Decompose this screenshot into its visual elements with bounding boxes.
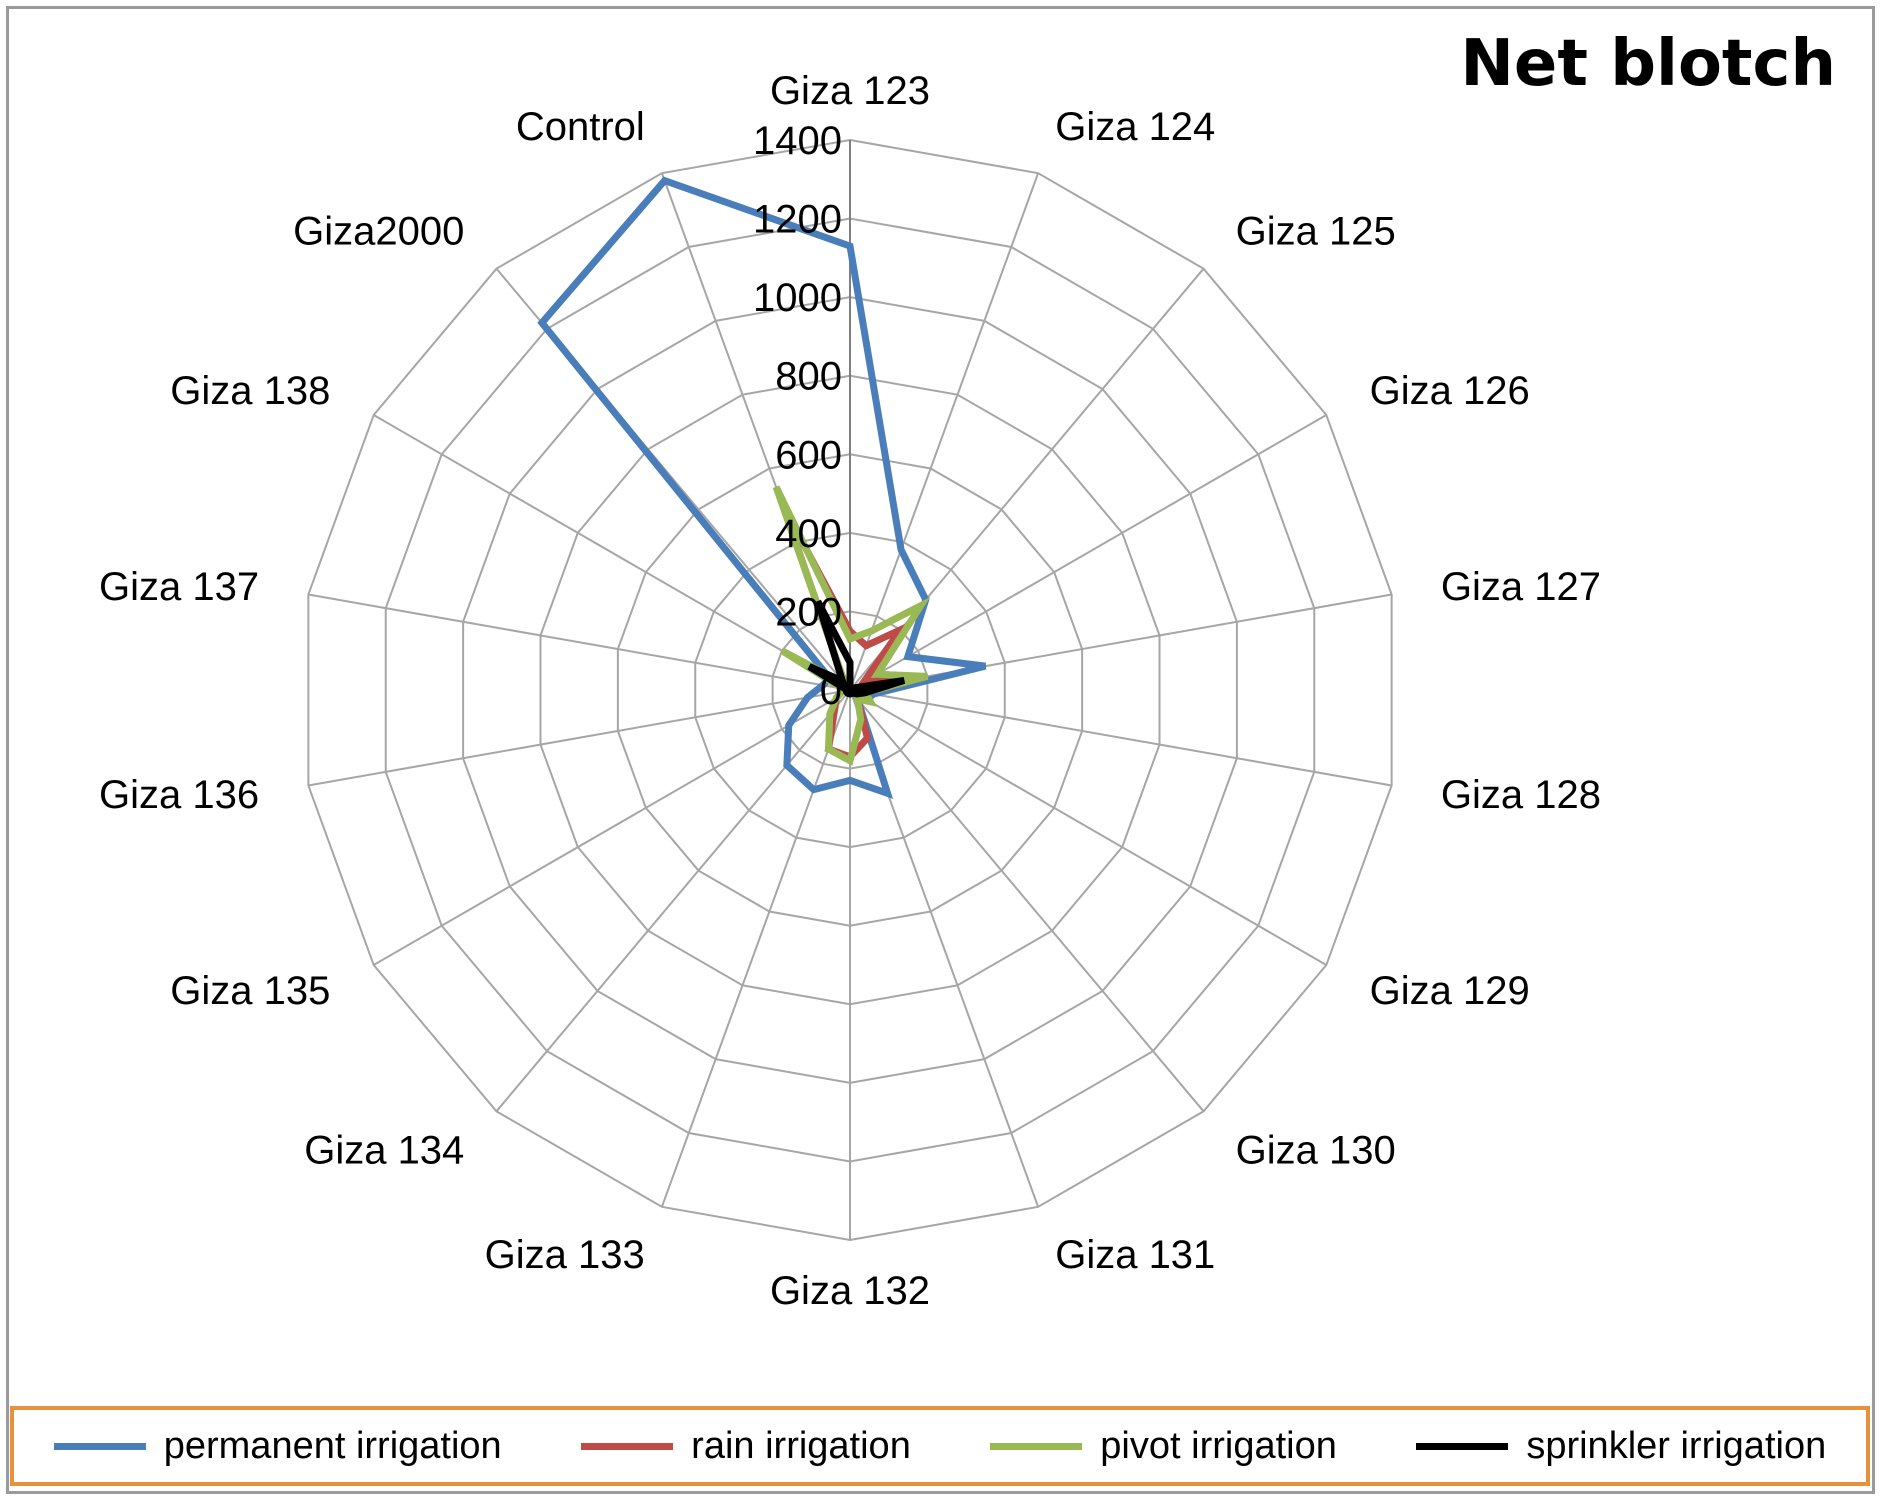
legend-swatch [53,1442,146,1450]
legend-label: rain irrigation [691,1424,911,1467]
axis-label: Giza 131 [1055,1233,1215,1277]
tick-label: 800 [775,355,842,399]
series-line-2 [772,485,931,766]
grid-spoke [849,689,1327,966]
axis-label: Giza 134 [304,1129,464,1173]
grid-spoke [308,689,851,787]
tick-label: 1200 [753,198,842,242]
tick-label: 0 [820,669,842,713]
axis-label: Giza 123 [770,69,930,113]
chart-title: Net blotch [1460,27,1836,101]
legend-label: sprinkler irrigation [1526,1424,1827,1467]
legend-entry: pivot irrigation [990,1425,1337,1468]
axis-label: Giza 136 [99,773,259,817]
legend-swatch [1416,1442,1509,1450]
grid-spoke [308,593,851,691]
grid-spoke [660,689,851,1208]
tick-label: 1400 [753,119,842,163]
grid-spoke [849,414,1327,691]
axis-label: Control [516,105,645,149]
tick-label: 400 [775,512,842,556]
axis-label: Giza 130 [1236,1129,1396,1173]
axis-label: Giza 124 [1055,105,1215,149]
legend: permanent irrigation rain irrigation piv… [10,1406,1870,1486]
grid-spoke [849,172,1040,691]
axis-label: Giza 132 [770,1269,930,1313]
legend-entry: rain irrigation [581,1425,911,1468]
chart-frame: Net blotch [6,6,1875,1494]
tick-label: 600 [775,433,842,477]
tick-label: 1000 [753,276,842,320]
grid-spoke [849,689,1205,1112]
axis-label: Giza 129 [1370,969,1530,1013]
series-line-3 [807,599,906,698]
legend-label: permanent irrigation [163,1424,502,1467]
radar-axis-labels: Giza 123 Giza 124 Giza 125 Giza 126 Giza 127… [99,69,1601,1313]
axis-label: Giza 125 [1236,209,1396,253]
axis-label: Giza 138 [170,369,330,413]
axis-label: Giza 126 [1370,369,1530,413]
radar-grid [307,138,1393,1242]
radar-tick-labels: 0 200 400 600 800 1000 1200 1400 [753,119,842,713]
grid-spoke [495,689,851,1112]
axis-label: Giza 128 [1441,773,1601,817]
grid-spoke [849,689,1392,787]
grid-spoke [373,414,851,691]
axis-label: Giza 135 [170,969,330,1013]
tick-label: 200 [775,590,842,634]
legend-entry: permanent irrigation [53,1424,502,1468]
radar-series [537,176,987,799]
legend-swatch [990,1442,1083,1450]
axis-label: Giza 127 [1441,565,1601,609]
legend-entry: sprinkler irrigation [1416,1425,1826,1468]
axis-label: Giza 133 [485,1233,645,1277]
axis-label: Giza2000 [293,209,464,253]
axis-label: Giza 137 [99,565,259,609]
legend-swatch [581,1442,674,1450]
legend-label: pivot irrigation [1100,1424,1337,1467]
grid-spoke [373,689,851,966]
